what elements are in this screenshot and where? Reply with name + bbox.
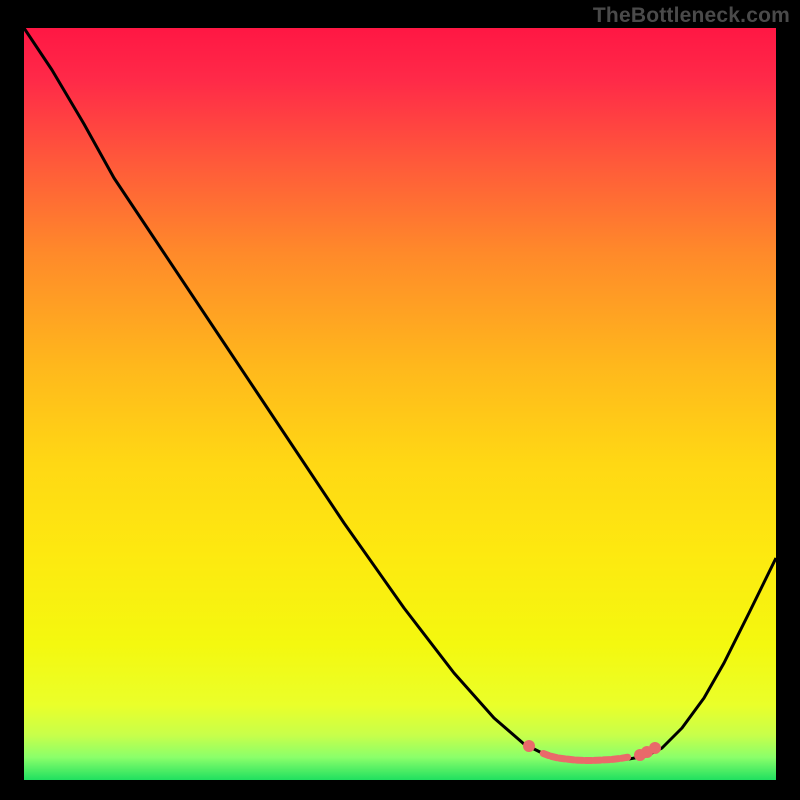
- watermark-text: TheBottleneck.com: [593, 4, 790, 28]
- chart-frame: TheBottleneck.com: [0, 0, 800, 800]
- optimal-range-markers: [543, 753, 627, 760]
- plot-area: [24, 28, 776, 780]
- bottleneck-curve: [24, 28, 776, 780]
- performance-curve-line: [24, 28, 776, 760]
